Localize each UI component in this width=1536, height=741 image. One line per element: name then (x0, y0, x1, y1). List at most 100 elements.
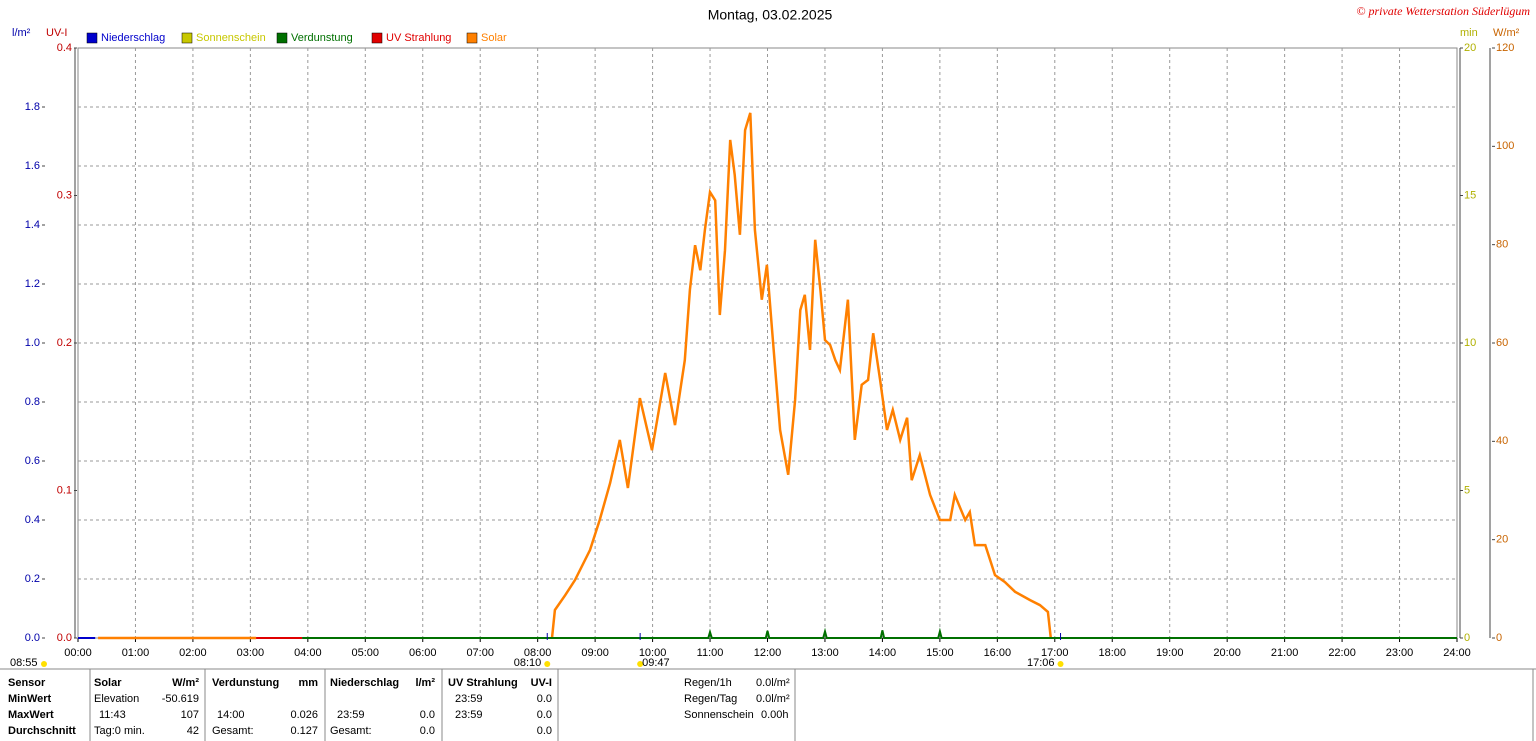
cell: 0.0l/m² (756, 677, 790, 689)
x-tick-label: 23:00 (1386, 647, 1414, 659)
cell: 0.00h (761, 709, 789, 721)
cell: 107 (181, 709, 199, 721)
cell: 42 (187, 725, 199, 737)
cell: 0.0 (537, 725, 552, 737)
y-tick-label: 20 (1464, 42, 1476, 54)
cell: Durchschnitt (8, 725, 76, 737)
y-tick-label: 0.4 (25, 514, 40, 526)
cell: Solar (94, 677, 122, 689)
x-tick-label: 00:00 (64, 647, 92, 659)
y-tick-label: 0.0 (57, 632, 72, 644)
x-tick-label: 07:00 (466, 647, 494, 659)
cell: 0.0 (420, 725, 435, 737)
cell: Sensor (8, 677, 46, 689)
marker-dot (637, 661, 644, 667)
x-tick-label: 08:00 (524, 647, 552, 659)
x-tick-label: 24:00 (1443, 647, 1471, 659)
stats-table: Sensor MinWert MaxWert Durchschnitt Sola… (0, 668, 1536, 741)
cell: 0.0 (537, 693, 552, 705)
legend-label: Verdunstung (291, 32, 353, 44)
cell: Regen/1h (684, 677, 732, 689)
legend-swatch (371, 32, 383, 44)
y-tick-label: 40 (1496, 435, 1508, 447)
y-tick-label: 100 (1496, 140, 1514, 152)
x-tick-label: 22:00 (1328, 647, 1356, 659)
cell: 23:59 (455, 709, 483, 721)
y-tick-label: 15 (1464, 189, 1476, 201)
x-tick-label: 20:00 (1213, 647, 1241, 659)
y-tick-label: 5 (1464, 484, 1470, 496)
cell: Gesamt: (330, 725, 372, 737)
y-tick-label: 0 (1464, 632, 1470, 644)
cell: 14:00 (217, 709, 245, 721)
annotation: 17:06 (1027, 657, 1055, 669)
x-tick-label: 11:00 (697, 647, 724, 659)
cell: 0.127 (290, 725, 318, 737)
legend-swatch (181, 32, 193, 44)
cell: 23:59 (337, 709, 365, 721)
x-tick-label: 13:00 (811, 647, 839, 659)
x-tick-label: 15:00 (926, 647, 954, 659)
y-tick-label: 10 (1464, 337, 1476, 349)
y-tick-label: 1.6 (25, 160, 40, 172)
cell: UV-I (531, 677, 552, 689)
y-tick-label: 1.4 (25, 219, 40, 231)
cell: -50.619 (162, 693, 199, 705)
sun-icon (41, 661, 47, 667)
cell: 0.0l/m² (756, 693, 790, 705)
y-tick-label: 80 (1496, 239, 1508, 251)
y-tick-label: 60 (1496, 337, 1508, 349)
x-tick-label: 09:00 (581, 647, 609, 659)
annotation: 08:10 (514, 657, 542, 669)
cell: Regen/Tag (684, 693, 737, 705)
x-tick-label: 06:00 (409, 647, 437, 659)
legend-swatch (466, 32, 478, 44)
cell: Gesamt: (212, 725, 254, 737)
y-tick-label: 0.2 (25, 573, 40, 585)
y4-axis-label: W/m² (1493, 27, 1520, 39)
y-tick-label: 120 (1496, 42, 1514, 54)
day-length: 08:55 (10, 657, 38, 669)
x-tick-label: 10:00 (639, 647, 667, 659)
credit: © private Wetterstation Süderlügum (1356, 4, 1530, 18)
legend-swatch (86, 32, 98, 44)
x-tick-label: 14:00 (869, 647, 897, 659)
y-tick-label: 0.8 (25, 396, 40, 408)
marker-dot (1057, 661, 1064, 667)
x-tick-label: 17:00 (1041, 647, 1069, 659)
y-tick-label: 1.2 (25, 278, 40, 290)
legend-label: UV Strahlung (386, 32, 451, 44)
y-tick-label: 0.2 (57, 337, 72, 349)
y-tick-label: 1.0 (25, 337, 40, 349)
cell: Niederschlag (330, 677, 399, 689)
x-tick-label: 05:00 (352, 647, 380, 659)
cell: Elevation (94, 693, 139, 705)
chart-title: Montag, 03.02.2025 (708, 7, 833, 23)
y2-axis-label: UV-I (46, 27, 67, 39)
y-tick-label: 0.3 (57, 189, 72, 201)
x-tick-label: 18:00 (1098, 647, 1126, 659)
cell: 23:59 (455, 693, 483, 705)
annotation: 09:47 (642, 657, 670, 669)
cell: 11:43 (99, 709, 126, 721)
x-tick-label: 16:00 (984, 647, 1012, 659)
cell: MinWert (8, 693, 52, 705)
y-tick-label: 0 (1496, 632, 1502, 644)
y3-axis-label: min (1460, 27, 1478, 39)
x-tick-label: 03:00 (237, 647, 265, 659)
y-tick-label: 0.4 (57, 42, 72, 54)
cell: Verdunstung (212, 677, 279, 689)
cell: W/m² (172, 677, 199, 689)
series-line (98, 112, 1053, 640)
cell: Tag:0 min. (94, 725, 145, 737)
x-tick-label: 19:00 (1156, 647, 1184, 659)
x-tick-label: 02:00 (179, 647, 207, 659)
cell: MaxWert (8, 709, 54, 721)
y-tick-label: 20 (1496, 534, 1508, 546)
x-tick-label: 12:00 (754, 647, 782, 659)
series-line (302, 627, 1457, 639)
y-axis-label: l/m² (12, 27, 31, 39)
x-tick-label: 21:00 (1271, 647, 1299, 659)
cell: 0.0 (420, 709, 435, 721)
